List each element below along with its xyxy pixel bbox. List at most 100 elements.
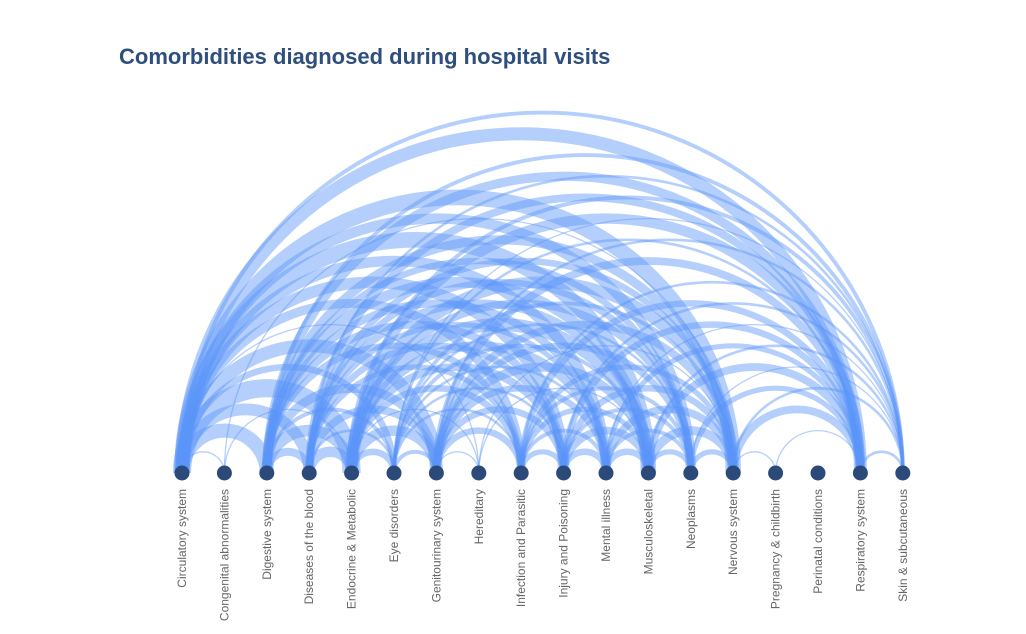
- node-label-circulatory-system: Circulatory system: [175, 489, 189, 588]
- link-circulatory-system-skin-and-subcutaneous: [180, 110, 905, 474]
- node-label-infection-and-parasitic: Infection and Parasitic: [514, 489, 528, 607]
- link-genitourinary-system-mental-illness: [433, 385, 610, 474]
- link-musculoskeletal-neoplasms: [645, 449, 694, 474]
- node-mental-illness[interactable]: [598, 465, 614, 481]
- link-congenital-abnormalities-nervous-system: [223, 218, 734, 474]
- node-neoplasms[interactable]: [683, 465, 699, 481]
- node-congenital-abnormalities[interactable]: [216, 465, 232, 481]
- link-circulatory-system-hereditary: [181, 323, 480, 474]
- link-endocrine-and-metabolic-respiratory-system: [346, 213, 866, 474]
- link-infection-and-parasitic-nervous-system: [518, 364, 736, 474]
- node-label-hereditary: Hereditary: [472, 489, 486, 544]
- node-infection-and-parasitic[interactable]: [513, 465, 529, 481]
- node-pregnancy-and-childbirth[interactable]: [768, 465, 784, 481]
- link-genitourinary-system-injury-and-poisoning: [433, 406, 567, 474]
- link-eye-disorders-respiratory-system: [392, 238, 862, 474]
- link-digestive-system-nervous-system: [262, 235, 738, 474]
- link-circulatory-system-congenital-abnormalities: [181, 451, 226, 474]
- node-label-eye-disorders: Eye disorders: [387, 489, 401, 562]
- link-endocrine-and-metabolic-injury-and-poisoning: [347, 363, 568, 474]
- node-digestive-system[interactable]: [259, 465, 275, 481]
- link-diseases-of-the-blood-neoplasms: [305, 279, 695, 474]
- link-injury-and-poisoning-mental-illness: [560, 448, 610, 474]
- link-congenital-abnormalities-endocrine-and-metabolic: [223, 408, 353, 474]
- node-perinatal-conditions[interactable]: [810, 465, 826, 481]
- node-musculoskeletal[interactable]: [640, 465, 656, 481]
- link-genitourinary-system-musculoskeletal: [431, 362, 653, 474]
- link-injury-and-poisoning-musculoskeletal: [559, 426, 653, 474]
- link-digestive-system-neoplasms: [263, 257, 695, 474]
- link-mental-illness-musculoskeletal: [602, 448, 652, 474]
- node-eye-disorders[interactable]: [386, 465, 402, 481]
- node-label-mental-illness: Mental illness: [599, 489, 613, 562]
- link-circulatory-system-diseases-of-the-blood: [176, 403, 316, 474]
- node-label-endocrine-and-metabolic: Endocrine & Metabolic: [345, 489, 359, 609]
- link-digestive-system-genitourinary-system: [262, 383, 441, 474]
- link-nervous-system-skin-and-subcutaneous: [731, 386, 905, 474]
- link-neoplasms-skin-and-subcutaneous: [690, 366, 904, 474]
- node-circulatory-system[interactable]: [174, 465, 190, 481]
- link-musculoskeletal-skin-and-subcutaneous: [647, 344, 905, 474]
- link-diseases-of-the-blood-musculoskeletal: [305, 299, 653, 474]
- nodes-layer: [174, 465, 911, 481]
- link-infection-and-parasitic-mental-illness: [519, 428, 608, 474]
- link-digestive-system-eye-disorders: [264, 407, 396, 474]
- node-label-neoplasms: Neoplasms: [684, 489, 698, 549]
- link-genitourinary-system-infection-and-parasitic: [433, 427, 525, 474]
- node-nervous-system[interactable]: [725, 465, 741, 481]
- node-diseases-of-the-blood[interactable]: [301, 465, 317, 481]
- link-respiratory-system-skin-and-subcutaneous: [859, 450, 905, 474]
- node-genitourinary-system[interactable]: [428, 465, 444, 481]
- node-label-genitourinary-system: Genitourinary system: [429, 489, 443, 602]
- link-endocrine-and-metabolic-genitourinary-system: [346, 425, 442, 474]
- link-digestive-system-skin-and-subcutaneous: [264, 153, 905, 474]
- node-hereditary[interactable]: [471, 465, 487, 481]
- link-diseases-of-the-blood-genitourinary-system: [305, 405, 441, 474]
- link-diseases-of-the-blood-eye-disorders: [307, 429, 396, 474]
- link-nervous-system-pregnancy-and-childbirth: [732, 451, 777, 474]
- link-infection-and-parasitic-skin-and-subcutaneous: [519, 280, 905, 474]
- link-circulatory-system-musculoskeletal: [174, 232, 657, 474]
- link-endocrine-and-metabolic-musculoskeletal: [345, 318, 655, 474]
- link-musculoskeletal-nervous-system: [643, 426, 738, 474]
- link-diseases-of-the-blood-endocrine-and-metabolic: [304, 446, 357, 474]
- link-circulatory-system-digestive-system: [174, 423, 274, 474]
- link-endocrine-and-metabolic-infection-and-parasitic: [348, 385, 525, 474]
- link-endocrine-and-metabolic-nervous-system: [345, 276, 740, 474]
- link-neoplasms-respiratory-system: [688, 385, 863, 474]
- link-digestive-system-endocrine-and-metabolic: [260, 424, 358, 474]
- node-label-respiratory-system: Respiratory system: [853, 489, 867, 592]
- node-label-congenital-abnormalities: Congenital abnormalities: [217, 489, 231, 621]
- link-genitourinary-system-respiratory-system: [432, 257, 865, 474]
- links-layer: [172, 110, 905, 474]
- node-injury-and-poisoning[interactable]: [556, 465, 572, 481]
- node-respiratory-system[interactable]: [852, 465, 868, 481]
- link-genitourinary-system-skin-and-subcutaneous: [435, 238, 905, 474]
- link-endocrine-and-metabolic-skin-and-subcutaneous: [349, 195, 905, 474]
- node-label-injury-and-poisoning: Injury and Poisoning: [557, 489, 571, 598]
- link-eye-disorders-skin-and-subcutaneous: [393, 218, 904, 474]
- link-mental-illness-nervous-system: [602, 405, 738, 474]
- link-endocrine-and-metabolic-neoplasms: [347, 299, 695, 474]
- link-eye-disorders-musculoskeletal: [392, 343, 651, 474]
- labels-layer: Circulatory system Congenital abnormaliti…: [175, 489, 910, 621]
- link-pregnancy-and-childbirth-respiratory-system: [774, 430, 862, 474]
- node-endocrine-and-metabolic[interactable]: [344, 465, 360, 481]
- link-circulatory-system-endocrine-and-metabolic: [172, 379, 361, 474]
- link-digestive-system-respiratory-system: [262, 171, 865, 474]
- node-label-perinatal-conditions: Perinatal conditions: [811, 489, 825, 594]
- link-eye-disorders-genitourinary-system: [392, 449, 439, 474]
- link-genitourinary-system-neoplasms: [433, 342, 695, 474]
- link-diseases-of-the-blood-nervous-system: [305, 257, 737, 474]
- node-skin-and-subcutaneous[interactable]: [895, 465, 911, 481]
- link-diseases-of-the-blood-injury-and-poisoning: [305, 342, 567, 474]
- link-nervous-system-respiratory-system: [729, 405, 865, 474]
- link-eye-disorders-injury-and-poisoning: [392, 386, 565, 474]
- link-circulatory-system-mental-illness: [176, 255, 612, 474]
- link-endocrine-and-metabolic-hereditary: [350, 408, 480, 474]
- link-endocrine-and-metabolic-mental-illness: [347, 341, 611, 474]
- link-circulatory-system-genitourinary-system: [175, 339, 443, 474]
- link-diseases-of-the-blood-infection-and-parasitic: [306, 364, 524, 474]
- node-label-digestive-system: Digestive system: [260, 489, 274, 580]
